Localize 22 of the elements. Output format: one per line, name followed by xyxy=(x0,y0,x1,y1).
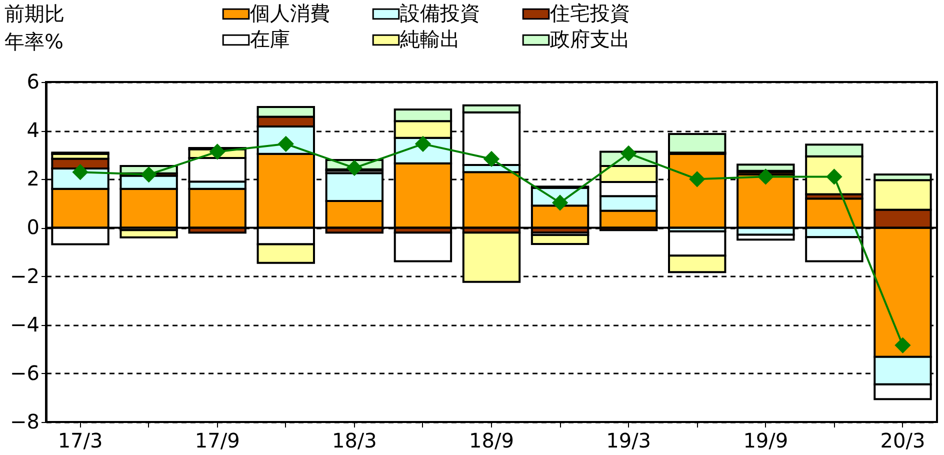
x-tick-label: 18/9 xyxy=(469,428,514,452)
y-tick-label: −4 xyxy=(10,312,40,336)
y-tick-label: 2 xyxy=(26,166,40,191)
y-tick-label: −2 xyxy=(10,264,40,288)
x-tick-label: 19/9 xyxy=(743,428,788,452)
x-tick-label: 17/9 xyxy=(194,428,240,452)
legend-label: 在庫 xyxy=(250,27,290,51)
x-tick-label: 17/3 xyxy=(58,428,103,452)
legend-label: 政府支出 xyxy=(550,27,630,51)
x-tick-label: 19/3 xyxy=(606,428,652,452)
x-tick-label: 20/3 xyxy=(880,428,926,452)
y-tick-label: 6 xyxy=(26,70,40,94)
y-axis-title: 前期比年率% xyxy=(4,2,64,54)
legend-label: 設備投資 xyxy=(400,1,480,25)
y-tick-label: 4 xyxy=(26,118,40,142)
y-tick-label: −8 xyxy=(10,410,40,434)
y-tick-label: −6 xyxy=(10,360,40,385)
y-tick-label: 0 xyxy=(26,215,40,240)
x-tick-label: 18/3 xyxy=(332,428,377,452)
legend-label: 住宅投資 xyxy=(549,1,630,25)
legend-label: 純輸出 xyxy=(400,27,460,51)
legend-label: 個人消費 xyxy=(250,1,330,25)
